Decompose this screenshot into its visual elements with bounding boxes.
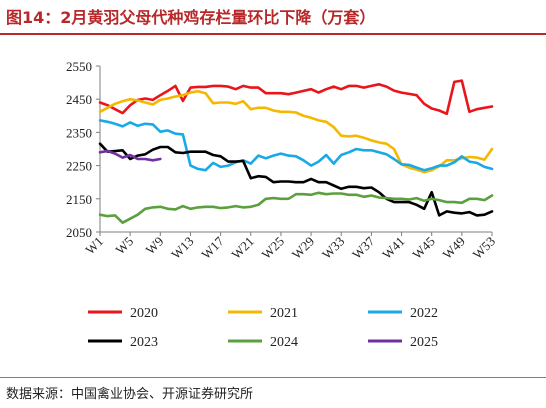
legend-label-2021: 2021 <box>270 306 298 321</box>
x-tick-label: W29 <box>289 234 317 262</box>
x-tick-label: W25 <box>259 234 287 262</box>
series-line-2022 <box>98 119 494 172</box>
series-line-2020 <box>98 79 494 116</box>
figure-title: 图14：2月黄羽父母代种鸡存栏量环比下降（万套） <box>6 8 376 27</box>
title-divider <box>0 33 546 35</box>
x-tick-label: W33 <box>319 234 347 262</box>
y-tick-label: 2050 <box>66 225 92 240</box>
x-tick-label: W45 <box>409 234 437 262</box>
x-tick-label: W9 <box>143 234 167 258</box>
x-tick-label: W41 <box>379 234 407 262</box>
chart-legend: 2020 2021 2022 2023 2024 2025 <box>88 306 438 350</box>
legend-label-2022: 2022 <box>410 306 438 321</box>
x-tick-label: W21 <box>228 234 256 262</box>
series-line-2023 <box>98 142 494 217</box>
x-tick-label: W37 <box>349 233 378 262</box>
y-tick-label: 2350 <box>66 125 92 140</box>
x-tick-label: W13 <box>168 234 196 262</box>
source-divider <box>0 377 546 378</box>
legend-label-2024: 2024 <box>270 335 298 350</box>
legend-label-2023: 2023 <box>130 335 158 350</box>
source-note: 数据来源：中国禽业协会、开源证券研究所 <box>6 387 254 402</box>
series-line-2025 <box>98 149 162 162</box>
y-tick-label: 2450 <box>66 92 92 107</box>
legend-label-2025: 2025 <box>410 335 438 350</box>
legend-label-2020: 2020 <box>130 306 158 321</box>
y-tick-label: 2150 <box>66 192 92 207</box>
x-tick-label: W5 <box>112 234 136 258</box>
x-tick-label: W17 <box>198 233 227 262</box>
y-tick-label: 2550 <box>66 59 92 74</box>
series-line-2024 <box>98 191 494 224</box>
x-tick-label: W49 <box>439 234 467 262</box>
series-layer <box>98 79 494 224</box>
x-tick-label: W53 <box>470 234 498 262</box>
series-line-2021 <box>98 89 494 174</box>
y-tick-label: 2250 <box>66 159 92 174</box>
